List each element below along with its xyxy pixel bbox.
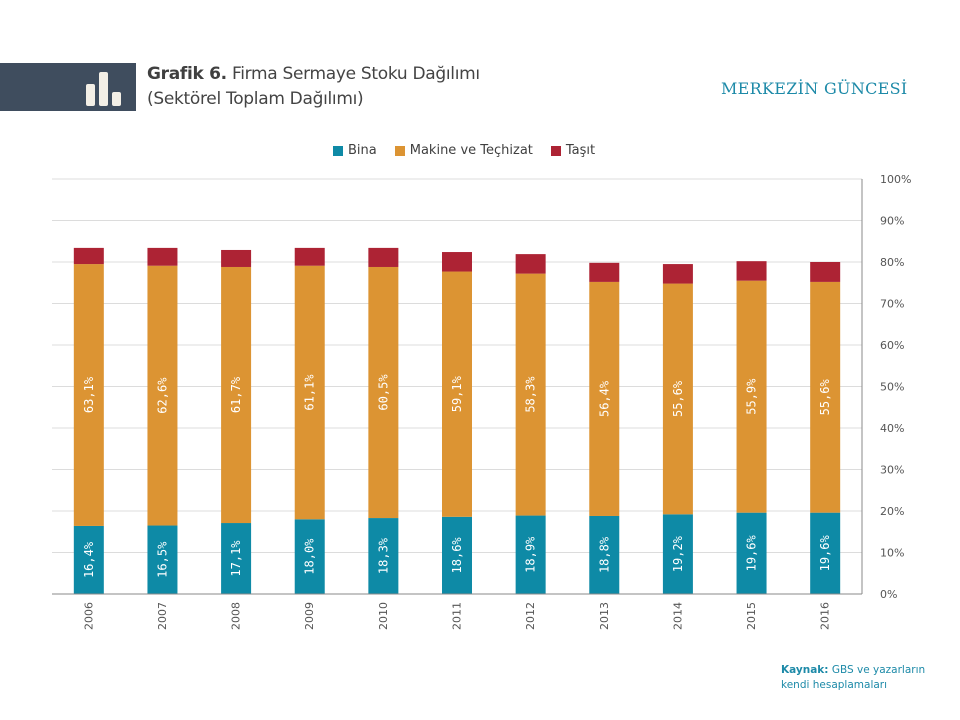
- bar-segment-makine-ve-te-hizat: [442, 271, 472, 517]
- y-tick-label: 90%: [880, 215, 904, 228]
- source-note: Kaynak: GBS ve yazarların kendi hesaplam…: [781, 663, 925, 693]
- source-text-2: kendi hesaplamaları: [781, 679, 888, 691]
- data-label: 19,6%: [818, 534, 832, 571]
- data-label: 59,1%: [450, 375, 464, 412]
- y-tick-label: 0%: [880, 588, 897, 601]
- data-label: 16,4%: [82, 541, 96, 578]
- legend-swatch-bina: [333, 145, 343, 156]
- bar-segment-ta-t: [662, 264, 693, 284]
- data-label: 19,6%: [745, 534, 759, 571]
- x-tick-label: 2013: [598, 602, 611, 630]
- bar-segment-makine-ve-te-hizat: [810, 281, 841, 513]
- data-label: 55,6%: [671, 380, 685, 417]
- data-label: 60,5%: [376, 374, 390, 411]
- bar-segment-makine-ve-te-hizat: [368, 266, 399, 519]
- y-tick-label: 50%: [880, 381, 904, 394]
- bar-segment-ta-t: [442, 252, 472, 272]
- bar-segment-bina: [662, 514, 693, 594]
- title-number: Grafik 6.: [147, 64, 227, 84]
- y-tick-label: 70%: [880, 298, 904, 311]
- bar-segment-makine-ve-te-hizat: [221, 266, 252, 524]
- bar-segment-bina: [810, 512, 841, 594]
- y-tick-label: 10%: [880, 547, 904, 560]
- x-tick-label: 2015: [745, 602, 758, 630]
- legend-label-tasit: Taşıt: [565, 143, 596, 158]
- legend-item-makine: Makine ve Teçhizat: [394, 143, 533, 158]
- data-label: 18,9%: [524, 536, 538, 573]
- x-tick-label: 2016: [819, 602, 832, 630]
- data-label: 18,0%: [303, 538, 317, 575]
- data-label: 18,6%: [450, 537, 464, 574]
- data-label: 55,6%: [818, 378, 832, 415]
- bar-segment-ta-t: [368, 247, 399, 267]
- data-label: 61,7%: [229, 376, 243, 413]
- bar-segment-bina: [368, 518, 399, 594]
- x-tick-label: 2014: [671, 602, 684, 630]
- bar-segment-bina: [147, 525, 178, 594]
- bar-segment-makine-ve-te-hizat: [589, 281, 620, 516]
- y-tick-label: 100%: [880, 173, 911, 186]
- bar-segment-bina: [73, 525, 104, 594]
- data-label: 56,4%: [597, 380, 611, 417]
- data-label: 55,9%: [745, 378, 759, 415]
- bar-segment-bina: [221, 523, 252, 594]
- legend-swatch-tasit: [550, 145, 561, 156]
- x-tick-label: 2008: [230, 602, 243, 630]
- data-label: 16,5%: [155, 541, 169, 578]
- data-label: 19,2%: [671, 535, 685, 572]
- bar-segment-makine-ve-te-hizat: [662, 283, 693, 515]
- bar-segment-bina: [294, 519, 325, 594]
- bar-segment-makine-ve-te-hizat: [736, 280, 767, 513]
- x-tick-label: 2011: [451, 602, 464, 630]
- legend-label-makine: Makine ve Teçhizat: [409, 143, 533, 158]
- y-tick-label: 20%: [880, 505, 904, 518]
- bar-segment-ta-t: [294, 247, 325, 266]
- bar-segment-ta-t: [221, 249, 252, 267]
- data-label: 58,3%: [524, 376, 538, 413]
- data-label: 18,3%: [376, 537, 390, 574]
- bar-segment-ta-t: [147, 247, 178, 266]
- bar-chart-icon: [86, 72, 121, 106]
- legend-swatch-makine: [394, 145, 405, 156]
- bar-segment-ta-t: [589, 262, 620, 282]
- bar-segment-makine-ve-te-hizat: [147, 265, 178, 526]
- source-label: Kaynak:: [781, 664, 829, 676]
- data-label: 62,6%: [155, 377, 169, 414]
- legend-item-bina: Bina: [333, 143, 377, 158]
- title-text: Firma Sermaye Stoku Dağılımı: [231, 64, 480, 84]
- bar-segment-bina: [515, 515, 546, 594]
- chart-title: Grafik 6. Firma Sermaye Stoku Dağılımı (…: [147, 62, 480, 112]
- legend: Bina Makine ve Teçhizat Taşıt: [333, 143, 595, 158]
- y-tick-label: 80%: [880, 256, 904, 269]
- bar-segment-bina: [442, 516, 472, 594]
- legend-label-bina: Bina: [348, 143, 377, 158]
- y-tick-label: 30%: [880, 464, 904, 477]
- source-text-1: GBS ve yazarların: [831, 664, 926, 676]
- bar-segment-ta-t: [73, 247, 104, 265]
- x-tick-label: 2009: [303, 602, 316, 630]
- bar-segment-makine-ve-te-hizat: [294, 265, 325, 520]
- bar-segment-makine-ve-te-hizat: [73, 264, 104, 526]
- chart-subtitle: (Sektörel Toplam Dağılımı): [147, 89, 364, 109]
- x-tick-label: 2006: [82, 602, 95, 630]
- y-tick-label: 60%: [880, 339, 904, 352]
- brand-logo-text: MERKEZİN GÜNCESİ: [721, 79, 908, 98]
- bar-segment-ta-t: [810, 262, 841, 282]
- bar-segment-makine-ve-te-hizat: [515, 273, 546, 516]
- y-tick-label: 40%: [880, 422, 904, 435]
- bar-segment-bina: [736, 512, 767, 594]
- data-label: 61,1%: [303, 374, 317, 411]
- data-label: 18,8%: [597, 536, 611, 573]
- bar-segment-bina: [589, 515, 620, 594]
- x-tick-label: 2010: [377, 602, 390, 630]
- bar-segment-ta-t: [736, 261, 767, 281]
- data-label: 17,1%: [229, 540, 243, 577]
- x-tick-label: 2007: [156, 602, 169, 630]
- x-tick-label: 2012: [524, 602, 537, 630]
- bar-segment-ta-t: [515, 254, 546, 274]
- legend-item-tasit: Taşıt: [550, 143, 596, 158]
- data-label: 63,1%: [82, 376, 96, 413]
